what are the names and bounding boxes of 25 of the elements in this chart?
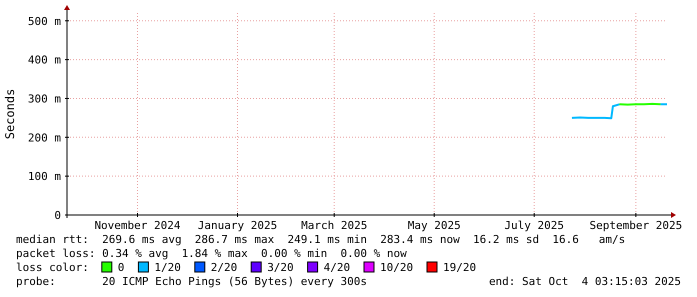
legend-label: 4/20	[324, 261, 350, 274]
legend-label: 0	[118, 261, 124, 274]
x-tick-label: September 2025	[589, 219, 682, 232]
text: median rtt: 269.6 ms avg 286.7 ms max 249.1 ms min 283.4 ms now 16.2 ms sd 16.6 am/s	[16, 233, 626, 246]
x-tick-label: July 2025	[504, 219, 564, 232]
x-tick-label: November 2024	[94, 219, 181, 232]
legend-title: loss color:	[16, 261, 89, 274]
x-tick-label: March 2025	[301, 219, 368, 232]
legend-label: 2/20	[210, 261, 238, 274]
x-tick-label: May 2025	[408, 219, 461, 232]
y-tick-label: 200 m	[28, 131, 62, 144]
y-tick-label: 300 m	[28, 92, 62, 106]
text: end: Sat Oct 4 03:15:03 2025	[488, 275, 681, 288]
y-tick-label: 100 m	[28, 170, 62, 184]
text: probe: 20 ICMP Echo Pings (56 Bytes) every 300s	[16, 275, 367, 288]
text: packet loss: 0.34 % avg 1.84 % max 0.00 % min 0.00 % now	[16, 247, 408, 260]
y-tick-label: 400 m	[28, 54, 62, 67]
legend-label: 10/20	[380, 261, 414, 274]
legend-label: 3/20	[267, 261, 294, 274]
legend-label: 19/20	[443, 261, 476, 274]
legend-label: 1/20	[154, 261, 181, 274]
y-tick-label: 0	[54, 209, 61, 222]
y-axis-title: Seconds	[3, 88, 17, 140]
y-tick-label: 500 m	[28, 14, 62, 28]
x-tick-label: January 2025	[198, 219, 278, 232]
